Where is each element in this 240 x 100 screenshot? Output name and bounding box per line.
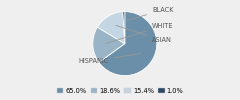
Text: HISPANIC: HISPANIC bbox=[78, 54, 141, 64]
Wedge shape bbox=[97, 12, 125, 44]
Wedge shape bbox=[93, 27, 125, 62]
Text: BLACK: BLACK bbox=[127, 7, 174, 20]
Text: ASIAN: ASIAN bbox=[116, 25, 172, 43]
Text: WHITE: WHITE bbox=[105, 23, 174, 44]
Wedge shape bbox=[99, 12, 157, 76]
Legend: 65.0%, 18.6%, 15.4%, 1.0%: 65.0%, 18.6%, 15.4%, 1.0% bbox=[54, 85, 186, 97]
Wedge shape bbox=[123, 12, 125, 44]
